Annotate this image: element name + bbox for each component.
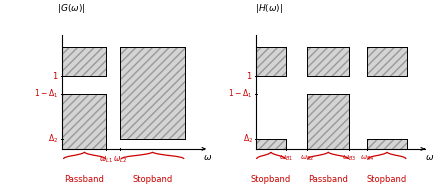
Text: $\omega_{B4}$: $\omega_{B4}$ — [360, 154, 375, 163]
Text: $\Delta_2$: $\Delta_2$ — [243, 132, 253, 145]
Text: $1-\Delta_1$: $1-\Delta_1$ — [228, 88, 253, 100]
Text: $\omega$: $\omega$ — [203, 153, 212, 162]
Text: $1$: $1$ — [52, 70, 59, 81]
Text: Passband: Passband — [64, 175, 105, 184]
Text: $\omega_{L1}$: $\omega_{L1}$ — [99, 154, 114, 165]
Text: $\omega_{B2}$: $\omega_{B2}$ — [300, 154, 314, 163]
Text: $\omega_{B1}$: $\omega_{B1}$ — [279, 154, 293, 163]
Text: $\omega_{B3}$: $\omega_{B3}$ — [342, 154, 356, 163]
Text: Stopband: Stopband — [367, 175, 407, 184]
Text: Stopband: Stopband — [132, 175, 173, 184]
Text: $\omega_{L2}$: $\omega_{L2}$ — [113, 154, 127, 165]
Text: $1$: $1$ — [247, 70, 253, 81]
Text: Passband: Passband — [308, 175, 348, 184]
Text: $\omega$: $\omega$ — [425, 153, 434, 162]
Text: $1-\Delta_1$: $1-\Delta_1$ — [34, 88, 59, 100]
Text: $|G(\omega)|$: $|G(\omega)|$ — [57, 2, 86, 15]
Text: $|H(\omega)|$: $|H(\omega)|$ — [255, 2, 283, 15]
Text: $\Delta_2$: $\Delta_2$ — [49, 132, 59, 145]
Text: Stopband: Stopband — [251, 175, 291, 184]
